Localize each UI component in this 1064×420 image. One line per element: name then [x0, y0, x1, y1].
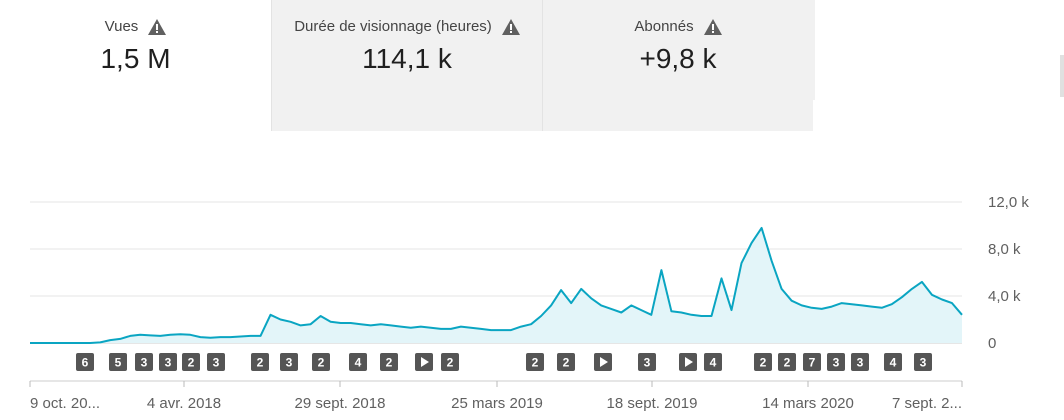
- play-icon: [685, 357, 693, 367]
- series-line: [30, 226, 963, 344]
- video-badge: [441, 353, 459, 371]
- video-badge: [380, 353, 398, 371]
- x-tick-label: 9 oct. 20...: [30, 395, 100, 412]
- video-badge-count: 3: [833, 356, 840, 370]
- video-badge-count: 7: [809, 356, 816, 370]
- video-badge-count: 3: [141, 356, 148, 370]
- video-badge: [803, 353, 821, 371]
- video-badge-count: 2: [563, 356, 570, 370]
- metric-tabs: Vues 1,5 M Durée de visionnage (heures) …: [0, 0, 815, 131]
- x-tick-label: 29 sept. 2018: [295, 395, 386, 412]
- video-badge: [109, 353, 127, 371]
- video-badge-count: 2: [188, 356, 195, 370]
- video-badge: [135, 353, 153, 371]
- tab-subscribers-value: +9,8 k: [639, 43, 717, 74]
- series-area: [30, 227, 962, 343]
- tab-edge: [812, 0, 815, 100]
- video-badge: [76, 353, 94, 371]
- video-badge-count: 2: [257, 356, 264, 370]
- tab-watch-time-header: Durée de visionnage (heures): [272, 18, 542, 35]
- video-badge-count: 2: [386, 356, 393, 370]
- play-icon: [600, 357, 608, 367]
- tab-subscribers-label: Abonnés: [634, 18, 694, 35]
- video-badge-count: 5: [115, 356, 122, 370]
- video-badge-count: 3: [920, 356, 927, 370]
- x-tick-label: 4 avr. 2018: [147, 395, 221, 412]
- x-tick-label: 18 sept. 2019: [607, 395, 698, 412]
- tab-watch-time-value: 114,1 k: [362, 43, 452, 74]
- tab-views-value: 1,5 M: [100, 43, 171, 74]
- video-badge-count: 2: [760, 356, 767, 370]
- y-tick-label: 12,0 k: [988, 194, 1029, 211]
- tab-views[interactable]: Vues 1,5 M: [0, 0, 271, 131]
- video-badge: [159, 353, 177, 371]
- tab-views-label: Vues: [104, 18, 139, 35]
- play-icon: [421, 357, 429, 367]
- video-badge: [778, 353, 796, 371]
- video-badge: [557, 353, 575, 371]
- x-tick-label: 14 mars 2020: [762, 395, 854, 412]
- video-badge-count: 3: [644, 356, 651, 370]
- x-tick-label: 25 mars 2019: [451, 395, 543, 412]
- y-tick-label: 4,0 k: [988, 288, 1021, 305]
- video-badge: [851, 353, 869, 371]
- video-badge: [638, 353, 656, 371]
- video-badge: [704, 353, 722, 371]
- y-tick-label: 0: [988, 335, 996, 352]
- video-badge-count: 4: [710, 356, 717, 370]
- video-badge-count: 2: [318, 356, 325, 370]
- video-badge-count: 3: [286, 356, 293, 370]
- x-tick-label: 7 sept. 2...: [892, 395, 962, 412]
- video-badge: [754, 353, 772, 371]
- warning-icon: [501, 18, 520, 35]
- video-badge: [914, 353, 932, 371]
- video-badge-count: 3: [213, 356, 220, 370]
- y-tick-label: 8,0 k: [988, 241, 1021, 258]
- video-badge-count: 2: [784, 356, 791, 370]
- video-badge: [827, 353, 845, 371]
- tab-views-header: Vues: [0, 18, 271, 35]
- video-badge: [526, 353, 544, 371]
- video-badge-count: 2: [447, 356, 454, 370]
- tab-watch-time-label: Durée de visionnage (heures): [294, 18, 492, 35]
- tab-subscribers-header: Abonnés: [543, 18, 813, 35]
- warning-icon: [148, 18, 167, 35]
- video-badge: [207, 353, 225, 371]
- video-badge: [349, 353, 367, 371]
- scroll-edge: [1060, 55, 1064, 97]
- video-badge-count: 4: [355, 356, 362, 370]
- video-badge: [884, 353, 902, 371]
- video-badge-count: 3: [857, 356, 864, 370]
- tab-subscribers[interactable]: Abonnés +9,8 k: [542, 0, 813, 131]
- video-badge: [251, 353, 269, 371]
- warning-icon: [703, 18, 722, 35]
- video-badge-count: 4: [890, 356, 897, 370]
- tab-watch-time[interactable]: Durée de visionnage (heures) 114,1 k: [271, 0, 542, 131]
- video-badge-count: 3: [165, 356, 172, 370]
- video-badge-count: 2: [532, 356, 539, 370]
- views-chart: 12,0 k 8,0 k 4,0 k 0 6 5 3 3 2 3 2 3 2 4 2 2 2 2 3 4 2 2 7 3 3 4 3…: [29, 194, 1029, 412]
- video-badge: [312, 353, 330, 371]
- video-badge: [182, 353, 200, 371]
- video-badge: [280, 353, 298, 371]
- video-badge-count: 6: [82, 356, 89, 370]
